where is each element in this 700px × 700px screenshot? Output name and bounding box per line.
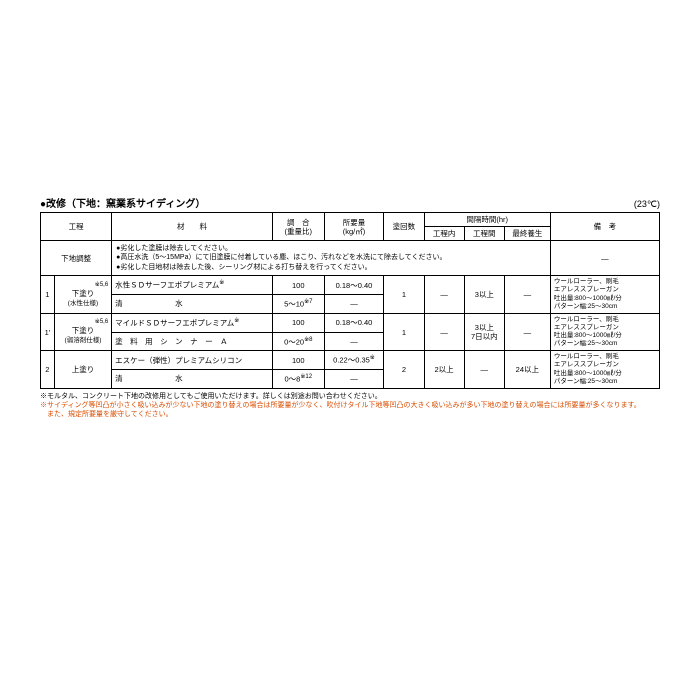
row1-amt2: ―	[324, 295, 384, 314]
row2-ratio1: 100	[272, 351, 324, 370]
col-remarks: 備 考	[550, 213, 659, 241]
col-interval: 間隔時間(hr)	[424, 213, 550, 227]
row-1pa: 1' ※5,6 下塗り (弱溶剤仕様) マイルドＳＤサーフエポプレミアム※ 10…	[41, 313, 660, 332]
prep-remarks: ―	[550, 241, 659, 276]
row1p-coats: 1	[384, 313, 424, 351]
row1-btw: 3以上	[464, 276, 504, 314]
row2-amt2: ―	[324, 370, 384, 389]
row2-in: 2以上	[424, 351, 464, 389]
row2-mat2: 清 水	[112, 370, 273, 389]
row1-mat2: 清 水	[112, 295, 273, 314]
spec-table: 工程 材 料 調 合(重量比) 所要量(kg/㎡) 塗回数 間隔時間(hr) 備…	[40, 212, 660, 389]
row1p-btw: 3以上7日以内	[464, 313, 504, 351]
row1p-cure: ―	[504, 313, 550, 351]
row1-ratio1: 100	[272, 276, 324, 295]
footnote-3: また、規定所要量を厳守してください。	[40, 410, 660, 419]
row2-amt1: 0.22～0.35※	[324, 351, 384, 370]
row1-mat1: 水性ＳＤサーフエポプレミアム※	[112, 276, 273, 295]
col-cure: 最終養生	[504, 227, 550, 241]
row2-num: 2	[41, 351, 55, 389]
row2-remarks: ウールローラー、刷毛エアレススプレーガン吐出量:800～1000㎖/分パターン幅…	[550, 351, 659, 389]
row1p-amt1: 0.18～0.40	[324, 313, 384, 332]
row1-amt1: 0.18～0.40	[324, 276, 384, 295]
row1-ratio2: 5～10※7	[272, 295, 324, 314]
row1p-label: ※5,6 下塗り (弱溶剤仕様)	[54, 313, 111, 351]
row1-cure: ―	[504, 276, 550, 314]
prep-row: 下地調整 ●劣化した塗膜は除去してください。●高圧水洗（5～15MPa）にて旧塗…	[41, 241, 660, 276]
row1-in: ―	[424, 276, 464, 314]
row1-remarks: ウールローラー、刷毛エアレススプレーガン吐出量:800～1000㎖/分パターン幅…	[550, 276, 659, 314]
col-ratio: 調 合(重量比)	[272, 213, 324, 241]
row2-cure: 24以上	[504, 351, 550, 389]
section-title: ●改修（下地：窯業系サイディング）	[40, 195, 205, 210]
row1p-mat2: 塗 料 用 シ ン ナ ー Ａ	[112, 332, 273, 351]
row-1a: 1 ※5,6 下塗り (水性仕様) 水性ＳＤサーフエポプレミアム※ 100 0.…	[41, 276, 660, 295]
row2-ratio2: 0～8※12	[272, 370, 324, 389]
prep-label: 下地調整	[41, 241, 112, 276]
row1p-in: ―	[424, 313, 464, 351]
prep-text: ●劣化した塗膜は除去してください。●高圧水洗（5～15MPa）にて旧塗膜に付着し…	[112, 241, 551, 276]
footnote-1: ※モルタル、コンクリート下地の改修用としてもご使用いただけます。詳しくは別途お問…	[40, 392, 660, 401]
row2-coats: 2	[384, 351, 424, 389]
row1p-remarks: ウールローラー、刷毛エアレススプレーガン吐出量:800～1000㎖/分パターン幅…	[550, 313, 659, 351]
col-coats: 塗回数	[384, 213, 424, 241]
col-interval-btw: 工程間	[464, 227, 504, 241]
row1-label: ※5,6 下塗り (水性仕様)	[54, 276, 111, 314]
temperature-note: (23℃)	[634, 199, 660, 210]
row-2a: 2 上塗り エスケー（弾性）プレミアムシリコン 100 0.22～0.35※ 2…	[41, 351, 660, 370]
col-amount: 所要量(kg/㎡)	[324, 213, 384, 241]
row1p-ratio1: 100	[272, 313, 324, 332]
col-material: 材 料	[112, 213, 273, 241]
row1-coats: 1	[384, 276, 424, 314]
row2-mat1: エスケー（弾性）プレミアムシリコン	[112, 351, 273, 370]
footnotes: ※モルタル、コンクリート下地の改修用としてもご使用いただけます。詳しくは別途お問…	[40, 392, 660, 419]
row1p-ratio2: 0～20※8	[272, 332, 324, 351]
row1p-mat1: マイルドＳＤサーフエポプレミアム※	[112, 313, 273, 332]
row1p-num: 1'	[41, 313, 55, 351]
col-process: 工程	[41, 213, 112, 241]
col-interval-in: 工程内	[424, 227, 464, 241]
row1-num: 1	[41, 276, 55, 314]
row2-label: 上塗り	[54, 351, 111, 389]
row2-btw: ―	[464, 351, 504, 389]
row1p-amt2: ―	[324, 332, 384, 351]
footnote-2: ※サイディング等凹凸が小さく吸い込みが少ない下地の塗り替えの場合は所要量が少なく…	[40, 401, 660, 410]
